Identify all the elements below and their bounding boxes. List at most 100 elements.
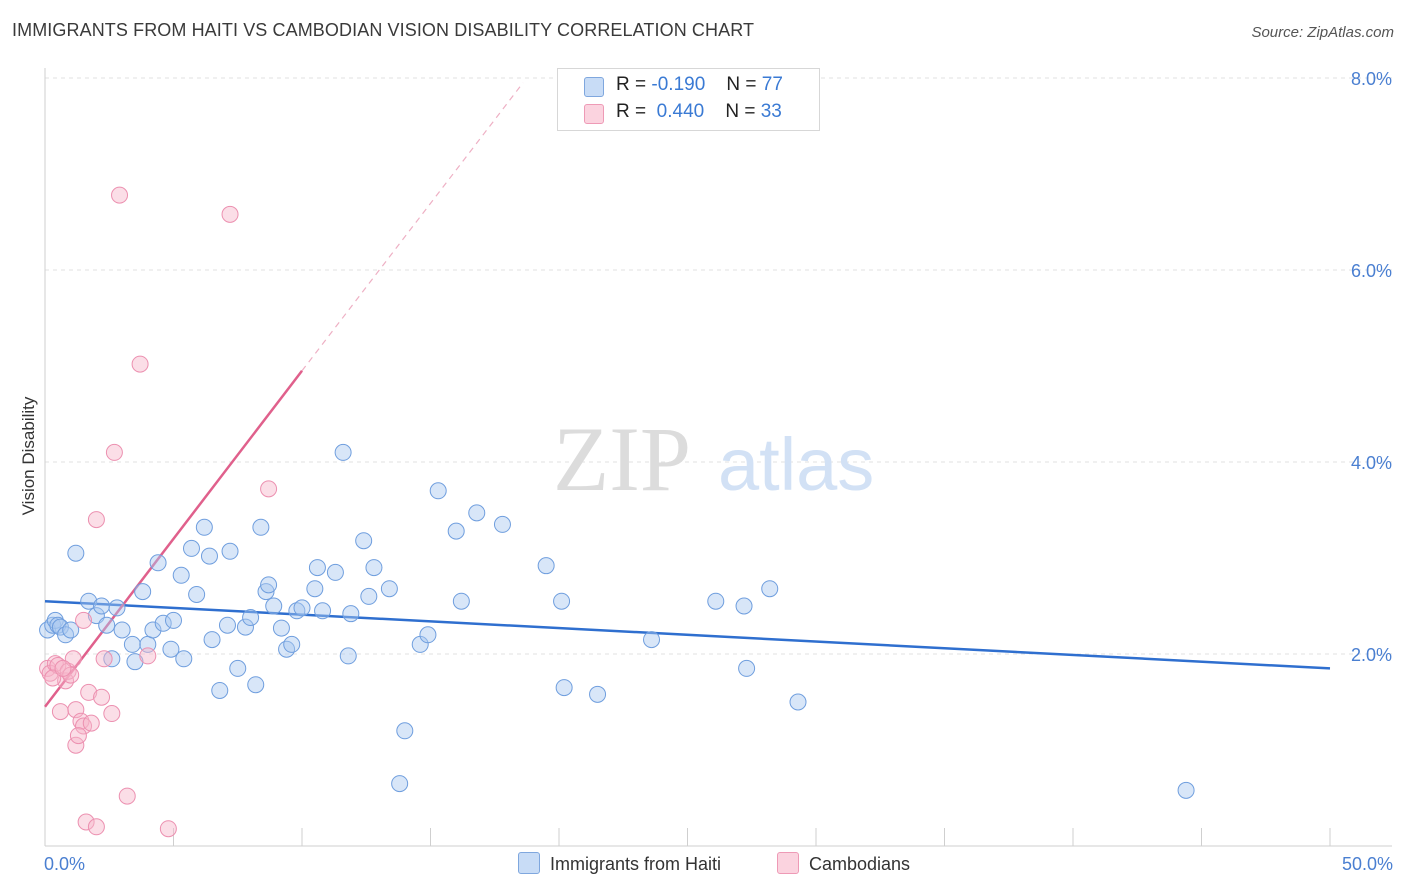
legend-n-label: N = — [725, 101, 756, 122]
bottom-legend-label-haiti: Immigrants from Haiti — [550, 854, 722, 874]
data-point-haiti — [396, 722, 414, 740]
axes — [44, 68, 1392, 847]
data-point-haiti — [537, 557, 555, 575]
x-tick-label: 0.0% — [44, 854, 85, 874]
data-point-haiti — [247, 676, 265, 694]
y-axis-label: Vision Disability — [19, 396, 38, 515]
data-point-cambodians — [159, 820, 177, 838]
data-point-haiti — [162, 640, 180, 658]
data-point-haiti — [447, 522, 465, 540]
data-point-haiti — [339, 647, 357, 665]
data-point-cambodians — [67, 736, 85, 754]
data-point-haiti — [308, 559, 326, 577]
x-tick-label: 50.0% — [1342, 854, 1393, 874]
data-point-haiti — [123, 635, 141, 653]
data-point-cambodians — [54, 659, 72, 677]
data-point-haiti — [355, 532, 373, 550]
watermark: ZIP atlas — [553, 408, 874, 510]
data-point-haiti — [589, 685, 607, 703]
data-point-haiti — [57, 626, 75, 644]
data-point-haiti — [188, 585, 206, 603]
y-tick-label: 2.0% — [1351, 645, 1392, 665]
data-point-haiti — [221, 542, 239, 560]
data-point-haiti — [272, 619, 290, 637]
data-point-cambodians — [118, 787, 136, 805]
data-point-haiti — [283, 635, 301, 653]
data-point-haiti — [236, 618, 254, 636]
data-point-cambodians — [105, 443, 123, 461]
data-point-haiti — [429, 482, 447, 500]
tick-labels: 2.0% 4.0% 6.0% 8.0% 0.0% 50.0% — [44, 69, 1393, 874]
data-point-haiti — [735, 597, 753, 615]
data-point-haiti — [165, 611, 182, 629]
legend-r-label: R = — [616, 101, 647, 122]
data-point-haiti — [93, 597, 111, 615]
data-point-cambodians — [77, 813, 95, 831]
legend-n-label: N = — [726, 74, 757, 95]
data-point-haiti — [211, 681, 229, 699]
data-point-haiti — [149, 554, 167, 572]
data-point-haiti — [761, 580, 779, 598]
data-point-cambodians — [260, 480, 278, 498]
data-point-haiti — [288, 602, 306, 620]
data-point-haiti — [134, 583, 152, 601]
data-point-haiti — [738, 659, 756, 677]
data-point-haiti — [113, 621, 131, 639]
y-tick-label: 6.0% — [1351, 261, 1392, 281]
y-tick-label: 4.0% — [1351, 453, 1392, 473]
data-point-haiti — [643, 631, 661, 649]
data-point-haiti — [555, 679, 573, 697]
data-point-haiti — [265, 597, 283, 615]
data-point-haiti — [452, 592, 470, 610]
data-point-haiti — [229, 659, 247, 677]
data-point-haiti — [203, 631, 221, 649]
data-point-haiti — [67, 544, 85, 562]
data-point-haiti — [182, 539, 200, 557]
data-point-haiti — [419, 626, 437, 644]
legend-swatch-cambodians — [584, 104, 604, 124]
data-point-haiti — [707, 592, 725, 610]
y-tick-label: 8.0% — [1351, 69, 1392, 89]
watermark-zip: ZIP — [553, 408, 691, 510]
series-haiti-points — [39, 443, 1195, 799]
data-point-haiti — [314, 602, 332, 620]
data-point-cambodians — [75, 611, 93, 629]
data-point-haiti — [293, 599, 311, 617]
data-point-haiti — [175, 650, 193, 668]
data-point-haiti — [257, 583, 275, 601]
gridlines — [45, 77, 1392, 655]
data-point-haiti — [80, 592, 98, 610]
data-point-haiti — [195, 518, 213, 536]
legend-swatch-haiti — [584, 77, 604, 97]
data-point-haiti — [365, 559, 383, 577]
correlation-legend: R = -0.190 N = 77 R = 0.440 N = 33 — [557, 68, 820, 131]
data-point-haiti — [242, 609, 260, 627]
data-point-haiti — [1177, 781, 1195, 799]
data-point-cambodians — [221, 205, 239, 223]
data-point-haiti — [98, 616, 116, 634]
data-point-cambodians — [82, 714, 100, 732]
data-point-haiti — [260, 576, 278, 594]
source-label: Source: ZipAtlas.com — [1251, 24, 1394, 41]
data-point-haiti — [252, 518, 270, 536]
trend-lines — [44, 82, 1331, 708]
trend-line-cambodians-extension — [301, 82, 524, 372]
data-point-haiti — [278, 640, 296, 658]
data-point-haiti — [553, 592, 571, 610]
bottom-legend-cambodians: Cambodians — [777, 852, 910, 875]
data-point-cambodians — [72, 712, 90, 730]
chart-title: IMMIGRANTS FROM HAITI VS CAMBODIAN VISIO… — [12, 20, 755, 40]
legend-r-label: R = — [616, 74, 647, 95]
data-point-haiti — [391, 775, 409, 793]
data-point-haiti — [326, 563, 344, 581]
series-cambodians-points — [39, 186, 278, 838]
data-point-haiti — [342, 605, 360, 623]
bottom-legend-swatch-haiti — [518, 852, 540, 874]
data-point-cambodians — [51, 703, 69, 721]
trend-line-cambodians — [44, 370, 303, 708]
data-point-haiti — [493, 515, 511, 533]
bottom-legend-haiti: Immigrants from Haiti — [518, 852, 721, 875]
data-point-haiti — [380, 580, 398, 598]
data-point-cambodians — [93, 688, 111, 706]
